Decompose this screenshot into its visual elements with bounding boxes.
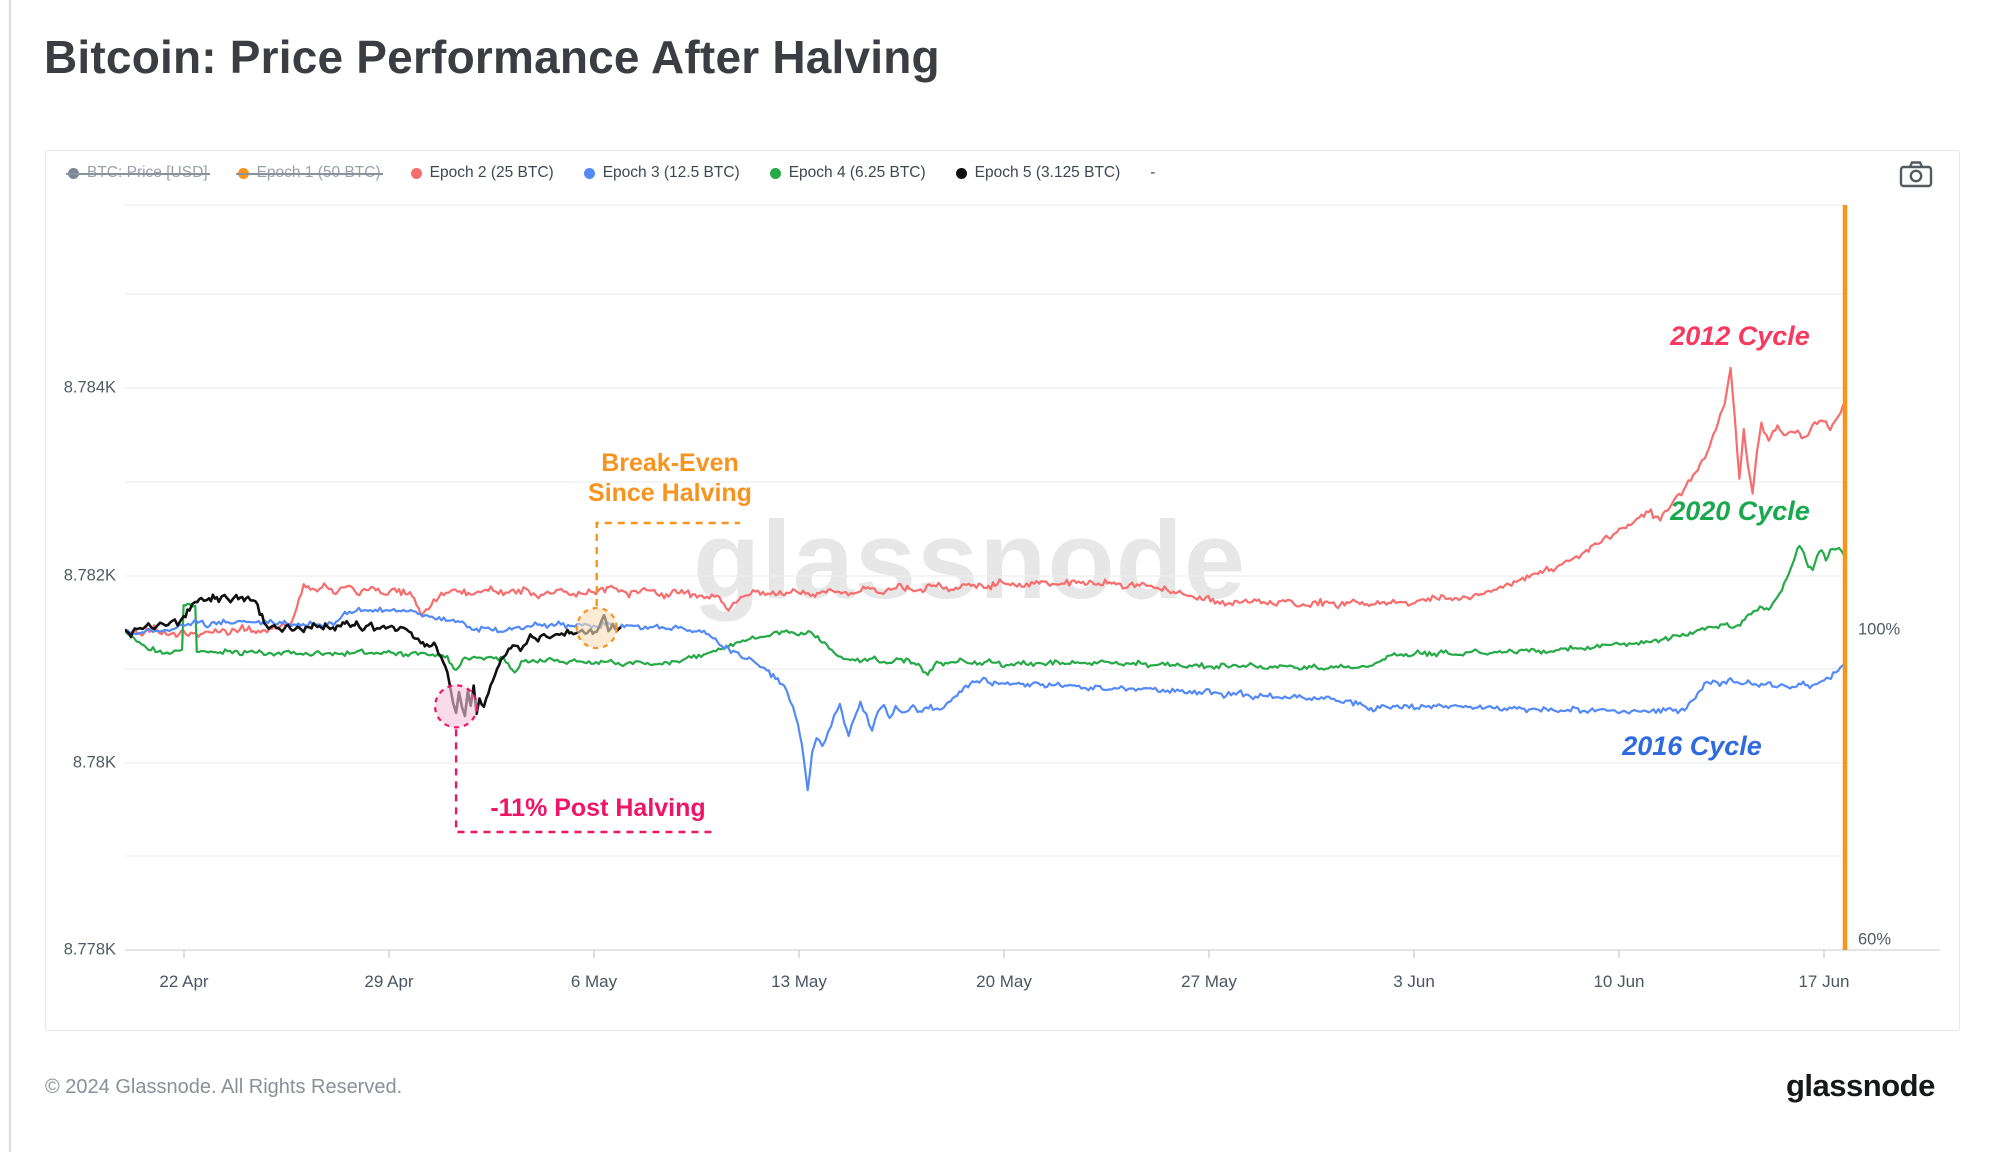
legend-item-epoch-5-3-125-btc[interactable]: Epoch 5 (3.125 BTC) <box>955 164 1121 182</box>
y-axis-left-label: 8.778K <box>63 940 116 959</box>
y-axis-left-label: 8.78K <box>72 753 116 772</box>
series-line-epoch-2-25-btc <box>125 366 1846 638</box>
annotation-post-halving: -11% Post Halving <box>490 794 706 822</box>
legend-dot <box>955 167 967 179</box>
series-line-epoch-4-6-25-btc <box>125 544 1846 676</box>
post-halving-leader-line <box>454 729 712 834</box>
x-axis-label: 17 Jun <box>1798 972 1850 991</box>
legend-label: - <box>1150 164 1156 181</box>
legend-item-btc-price-usd[interactable]: BTC: Price [USD] <box>66 164 210 182</box>
legend-label: Epoch 2 (25 BTC) <box>429 164 554 181</box>
break-even-leader-line <box>595 521 740 606</box>
annotation-2016-cycle: 2016 Cycle <box>1622 731 1762 761</box>
chart-card <box>45 150 1960 1031</box>
legend-dot <box>410 167 422 179</box>
legend-item-epoch-4-6-25-btc[interactable]: Epoch 4 (6.25 BTC) <box>769 164 926 182</box>
legend-dot <box>583 167 595 179</box>
glassnode-watermark: glassnode <box>693 499 1247 622</box>
legend-label: Epoch 4 (6.25 BTC) <box>788 164 926 181</box>
annotation-2020-cycle: 2020 Cycle <box>1670 496 1810 526</box>
camera-icon <box>1899 161 1933 188</box>
export-snapshot-button[interactable] <box>1894 157 1938 191</box>
legend-label: Epoch 3 (12.5 BTC) <box>602 164 740 181</box>
y-axis-left-label: 8.784K <box>63 378 116 397</box>
y-axis-right-label: 60% <box>1858 930 1892 949</box>
y-axis-left-label: 8.782K <box>63 566 116 585</box>
break-even-circle-marker <box>575 606 618 650</box>
footer-copyright: © 2024 Glassnode. All Rights Reserved. <box>45 1076 403 1098</box>
chart-legend: BTC: Price [USD] Epoch 1 (50 BTC) Epoch 2 … <box>66 161 1155 185</box>
x-axis-label: 22 Apr <box>159 972 209 991</box>
page-title: Bitcoin: Price Performance After Halving <box>44 31 940 83</box>
series-line-epoch-3-12-5-btc <box>125 606 1846 792</box>
x-axis-label: 10 Jun <box>1593 972 1645 991</box>
x-axis-label: 20 May <box>976 972 1032 991</box>
x-axis-label: 27 May <box>1181 972 1237 991</box>
post-halving-circle-marker <box>433 684 479 729</box>
window-edge <box>9 0 11 1152</box>
annotation-break-even-line2: Since Halving <box>588 479 752 507</box>
glassnode-logo: glassnode <box>1786 1068 1935 1103</box>
x-axis-label: 3 Jun <box>1393 972 1435 991</box>
x-axis-label: 13 May <box>771 972 827 991</box>
legend-item-epoch-2-25-btc[interactable]: Epoch 2 (25 BTC) <box>410 164 554 182</box>
annotation-break-even-line1: Break-Even <box>601 449 739 477</box>
x-axis-label: 29 Apr <box>364 972 414 991</box>
legend-item-epoch-3-12-5-btc[interactable]: Epoch 3 (12.5 BTC) <box>583 164 740 182</box>
legend-dot <box>769 167 781 179</box>
annotation-break-even: Break-Even Since Halving <box>545 448 795 508</box>
x-axis-label: 6 May <box>570 972 618 991</box>
series-line-epoch-5-3-125-btc <box>125 593 622 718</box>
annotation-2012-cycle: 2012 Cycle <box>1670 321 1810 351</box>
legend-item-epoch-1-50-btc[interactable]: Epoch 1 (50 BTC) <box>235 164 383 182</box>
y-axis-right-label: 100% <box>1858 620 1901 639</box>
legend-label: Epoch 5 (3.125 BTC) <box>974 164 1121 181</box>
legend-item-[interactable]: - <box>1150 164 1155 182</box>
